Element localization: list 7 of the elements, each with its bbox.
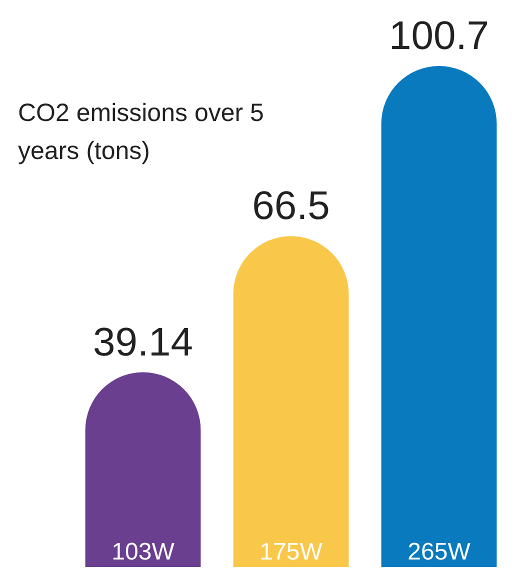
data-label: 100.7 [388, 14, 490, 58]
x-tick-label: 175W [260, 538, 323, 566]
data-label: 39.14 [92, 320, 194, 364]
x-tick-label: 103W [112, 538, 175, 566]
text: CO2 emissions over 5 years (tons) [18, 98, 265, 167]
data-label: 66.5 [252, 184, 330, 228]
x-tick-label: 265W [408, 538, 471, 566]
